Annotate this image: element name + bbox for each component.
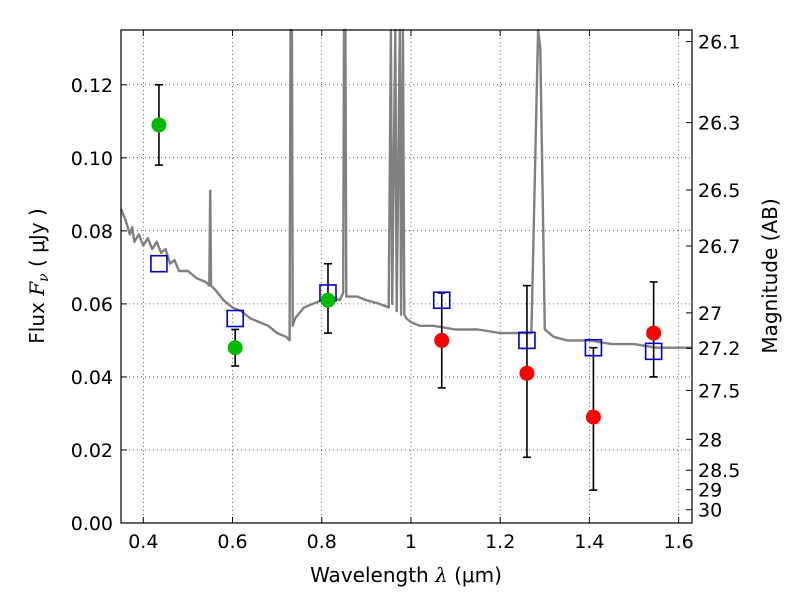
y-tick-label: 0.02 — [71, 440, 113, 462]
y2-tick-label: 27 — [698, 303, 722, 325]
y2-tick-label: 28.5 — [698, 460, 740, 482]
y2-tick-label: 26.7 — [698, 236, 740, 258]
y-tick-label: 0.04 — [71, 367, 113, 389]
red-data-point — [585, 409, 601, 425]
y2-tick-label: 27.2 — [698, 338, 740, 360]
y2-tick-label: 27.5 — [698, 380, 740, 402]
model-photometry-square — [150, 254, 168, 273]
x-tick-label: 1.4 — [574, 531, 604, 553]
green-data-point — [227, 340, 243, 356]
x-axis-label: Wavelength λ (μm) — [310, 563, 502, 587]
x-tick-label: 1 — [405, 531, 417, 553]
red-data-point — [434, 332, 450, 348]
y-tick-label: 0.10 — [71, 148, 113, 170]
x-tick-label: 1.6 — [664, 531, 694, 553]
x-tick-label: 0.4 — [128, 531, 158, 553]
x-tick-label: 0.6 — [217, 531, 247, 553]
y-tick-label: 0.12 — [71, 75, 113, 97]
y-tick-label: 0.00 — [71, 513, 113, 535]
plot-background — [121, 30, 692, 523]
red-data-point — [646, 325, 662, 341]
model-photometry-squares — [150, 254, 663, 361]
axis-ticks: 0.4 0.6 0.8 1 1.2 1.4 1.6 0.00 0.02 0.04 0.06 0.08 0… — [71, 30, 740, 553]
model-photometry-square — [584, 338, 603, 357]
y2-tick-label: 30 — [698, 500, 722, 522]
y2-tick-label: 28 — [698, 429, 722, 451]
plot-frame — [120, 29, 693, 524]
y2-axis-label: Magnitude (AB) — [758, 198, 782, 353]
y2-tick-label: 26.5 — [698, 180, 740, 202]
y2-tick-label: 26.3 — [698, 113, 740, 135]
y2-tick-label: 29 — [698, 480, 722, 502]
model-photometry-square — [226, 309, 244, 328]
y-tick-label: 0.06 — [71, 294, 113, 316]
green-data-point — [320, 292, 336, 308]
x-tick-label: 1.2 — [485, 531, 515, 553]
model-photometry-square — [432, 291, 451, 310]
y-tick-label: 0.08 — [71, 221, 113, 243]
model-photometry-square — [644, 342, 663, 361]
green-data-point — [151, 117, 167, 133]
x-tick-label: 0.8 — [307, 531, 337, 553]
y2-tick-label: 26.1 — [698, 32, 740, 54]
observed-points — [151, 117, 662, 425]
red-data-point — [519, 365, 535, 381]
y-axis-label: Flux Fν ( μJy ) — [25, 208, 52, 343]
model-photometry-square — [518, 331, 536, 350]
